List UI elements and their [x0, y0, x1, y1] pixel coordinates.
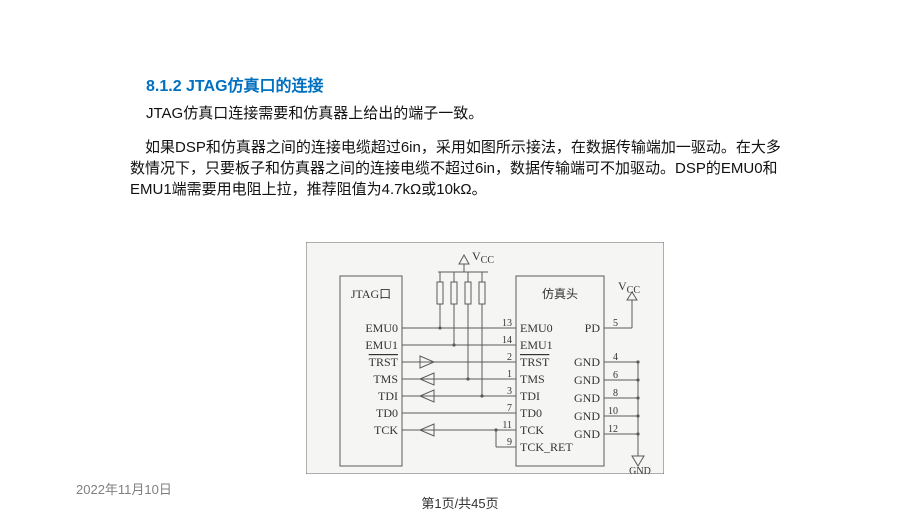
svg-text:JTAG口: JTAG口 — [351, 287, 391, 301]
section-heading: 8.1.2 JTAG仿真口的连接 — [130, 72, 790, 96]
svg-text:6: 6 — [613, 370, 618, 381]
svg-text:14: 14 — [502, 335, 512, 346]
svg-text:EMU0: EMU0 — [365, 321, 398, 335]
svg-text:GND: GND — [629, 466, 651, 474]
svg-text:12: 12 — [608, 424, 618, 435]
section-paragraph: 如果DSP和仿真器之间的连接电缆超过6in，采用如图所示接法，在数据传输端加一驱… — [130, 137, 790, 200]
svg-text:3: 3 — [507, 386, 512, 397]
svg-text:仿真头: 仿真头 — [542, 287, 578, 301]
svg-text:GND: GND — [574, 373, 600, 387]
svg-text:8: 8 — [613, 388, 618, 399]
svg-text:9: 9 — [507, 437, 512, 448]
svg-text:GND: GND — [574, 427, 600, 441]
svg-text:EMU0: EMU0 — [520, 321, 553, 335]
svg-text:TD0: TD0 — [376, 406, 398, 420]
svg-text:TRST: TRST — [520, 355, 550, 369]
svg-text:TCK: TCK — [374, 423, 398, 437]
svg-text:TD0: TD0 — [520, 406, 542, 420]
svg-text:1: 1 — [507, 369, 512, 380]
svg-text:5: 5 — [613, 318, 618, 329]
svg-text:13: 13 — [502, 318, 512, 329]
svg-text:GND: GND — [574, 355, 600, 369]
svg-text:4: 4 — [613, 352, 618, 363]
svg-text:11: 11 — [502, 420, 512, 431]
section-subline: JTAG仿真口连接需要和仿真器上给出的端子一致。 — [130, 102, 790, 123]
svg-text:TMS: TMS — [520, 372, 545, 386]
footer-page-number: 第1页/共45页 — [0, 493, 920, 512]
jtag-diagram: JTAG口仿真头VCCEMU013EMU0EMU114EMU1TRST2TRST… — [306, 242, 664, 474]
svg-text:EMU1: EMU1 — [520, 338, 553, 352]
svg-text:GND: GND — [574, 409, 600, 423]
svg-text:TCK_RET: TCK_RET — [520, 440, 573, 454]
svg-text:TCK: TCK — [520, 423, 544, 437]
svg-text:2: 2 — [507, 352, 512, 363]
svg-text:TRST: TRST — [369, 355, 399, 369]
svg-text:TDI: TDI — [520, 389, 540, 403]
svg-text:TMS: TMS — [373, 372, 398, 386]
svg-text:GND: GND — [574, 391, 600, 405]
svg-text:EMU1: EMU1 — [365, 338, 398, 352]
svg-text:7: 7 — [507, 403, 512, 414]
svg-text:10: 10 — [608, 406, 618, 417]
svg-text:TDI: TDI — [378, 389, 398, 403]
svg-text:PD: PD — [585, 321, 601, 335]
